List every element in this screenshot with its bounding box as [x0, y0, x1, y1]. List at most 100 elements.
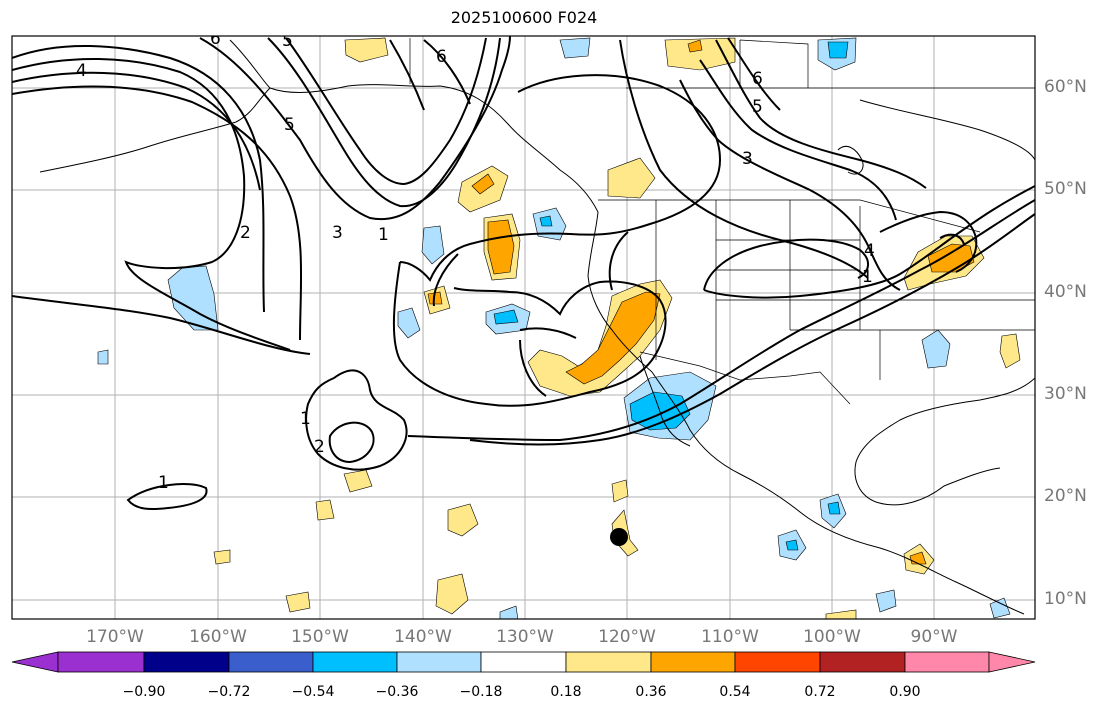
contour-label-group: 4 6 5 5 2 3 1 6 1 2 1 6 5 3 4 1 [76, 29, 875, 493]
colorbar-segment [650, 651, 736, 673]
contour-line [703, 185, 1035, 299]
lon-label: 90°W [910, 627, 958, 647]
positive-anomaly [471, 173, 495, 195]
lon-label: 170°W [86, 627, 144, 647]
colorbar-tick: 0.36 [635, 684, 667, 700]
colorbar-tick: 0.18 [550, 684, 582, 700]
colorbar-segment [480, 651, 567, 673]
contour-label: 3 [742, 149, 753, 169]
colorbar-segment [312, 651, 398, 673]
negative-anomaly [397, 307, 421, 339]
lon-label: 140°W [394, 627, 452, 647]
contour-line [12, 58, 291, 351]
contour-label: 5 [282, 31, 293, 51]
colorbar-segment [904, 651, 990, 673]
positive-anomaly [427, 291, 443, 305]
coastline-us-west [587, 211, 653, 373]
colorbar-tick: −0.72 [207, 684, 251, 700]
contour-label: 5 [752, 97, 763, 117]
positive-anomaly [687, 39, 703, 53]
contour-line [12, 44, 265, 313]
contour-line [519, 327, 577, 339]
colorbar-segment [57, 651, 145, 673]
positive-anomaly [285, 591, 311, 613]
anomaly-shading [97, 37, 1021, 619]
colorbar-tick: 0.72 [804, 684, 836, 700]
map-title: 2025100600 F024 [450, 8, 598, 27]
coastline-alaska-canada [229, 39, 599, 213]
contour-line [608, 231, 629, 291]
contour-label: 6 [436, 47, 447, 67]
colorbar-tick: 0.54 [719, 684, 751, 700]
contour-label: 2 [240, 223, 251, 243]
contour-line [399, 74, 722, 282]
contour-label: 6 [752, 69, 763, 89]
positive-anomaly [825, 609, 857, 619]
contour-line [389, 39, 425, 111]
negative-anomaly [97, 349, 109, 365]
contour-line [519, 339, 547, 397]
lon-label: 160°W [189, 627, 247, 647]
coastlines [39, 39, 1035, 615]
colorbar-tick: −0.36 [375, 684, 419, 700]
lat-label: 20°N [1044, 486, 1087, 506]
lon-label: 120°W [598, 627, 656, 647]
lon-label: 100°W [803, 627, 861, 647]
contour-label: 4 [864, 241, 875, 261]
map-frame [11, 35, 1036, 620]
positive-anomaly [909, 551, 927, 565]
coastline-mexico-central-america [651, 371, 1025, 615]
colorbar-segment [819, 651, 906, 673]
contour-line [423, 39, 471, 105]
contour-label: 1 [300, 409, 311, 429]
negative-anomaly [827, 501, 841, 515]
contour-line [126, 483, 208, 510]
contour-label: 3 [332, 223, 343, 243]
colorbar-segment [734, 651, 821, 673]
negative-anomaly [785, 539, 799, 551]
contour-line [12, 295, 311, 355]
contour-line [939, 233, 965, 245]
contour-line [879, 210, 978, 273]
lat-label: 40°N [1044, 282, 1087, 302]
contours [12, 36, 1035, 510]
negative-anomaly [875, 589, 897, 613]
contour-line [727, 37, 781, 111]
coastline-baja [639, 355, 691, 447]
border-us-mexico [639, 351, 851, 405]
contour-label: 6 [210, 29, 221, 49]
lat-label: 30°N [1044, 384, 1087, 404]
contour-line [267, 37, 501, 208]
lat-label: 50°N [1044, 179, 1087, 199]
coastline-alaska-peninsula [39, 87, 271, 173]
contour-line [715, 39, 927, 189]
positive-anomaly [447, 503, 479, 537]
colorbar-tick: −0.54 [291, 684, 335, 700]
lat-label: 60°N [1044, 77, 1087, 97]
positive-anomaly [315, 499, 335, 521]
positive-anomaly [344, 37, 389, 63]
contour-line [432, 253, 459, 307]
contour-line [199, 36, 511, 221]
colorbar [11, 651, 1036, 673]
contour-line [12, 85, 303, 341]
negative-anomaly [559, 37, 591, 59]
contour-label: 2 [314, 437, 325, 457]
colorbar-extend-low [11, 651, 59, 673]
positive-anomaly [664, 37, 736, 71]
contour-line [703, 238, 869, 291]
contour-line [619, 39, 869, 279]
lon-label: 130°W [496, 627, 554, 647]
contour-label: 5 [284, 115, 295, 135]
negative-anomaly [493, 309, 519, 325]
point-marker [610, 528, 628, 546]
positive-anomaly [611, 479, 629, 503]
colorbar-tick: −0.18 [459, 684, 503, 700]
lat-label: 10°N [1044, 589, 1087, 609]
contour-line [469, 213, 1035, 446]
colorbar-segment [228, 651, 314, 673]
positive-anomaly [213, 549, 231, 565]
contour-label: 4 [76, 61, 87, 81]
lon-label: 150°W [291, 627, 349, 647]
